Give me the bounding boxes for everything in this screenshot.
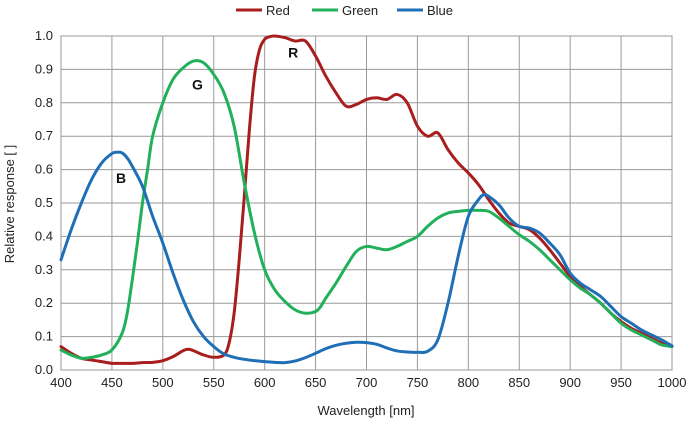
x-tick-label: 550 (203, 375, 225, 390)
x-tick-label: 750 (407, 375, 429, 390)
y-tick-label: 0.5 (35, 195, 53, 210)
y-axis-ticks: 0.0 0.1 0.2 0.3 0.4 0.5 0.6 0.7 0.8 0.9 1.0 (35, 28, 53, 377)
x-tick-label: 950 (610, 375, 632, 390)
y-tick-label: 0.4 (35, 228, 53, 243)
x-tick-label: 1000 (658, 375, 687, 390)
series-line-red (59, 34, 674, 365)
y-tick-label: 0.3 (35, 262, 53, 277)
x-axis-ticks: 400 450 500 550 600 650 700 750 800 850 900 950 1000 (50, 375, 686, 390)
x-tick-label: 600 (254, 375, 276, 390)
legend-label-blue: Blue (427, 3, 453, 18)
y-tick-label: 0.2 (35, 295, 53, 310)
x-tick-label: 850 (508, 375, 530, 390)
series-lines (59, 34, 674, 365)
y-tick-label: 0.1 (35, 329, 53, 344)
gridlines (60, 35, 673, 371)
y-axis-label: Relative response [ ] (2, 145, 17, 264)
annotation-b: B (116, 170, 126, 186)
x-tick-label: 650 (305, 375, 327, 390)
x-tick-label: 700 (356, 375, 378, 390)
y-tick-label: 1.0 (35, 28, 53, 43)
x-tick-label: 900 (559, 375, 581, 390)
y-tick-label: 0.7 (35, 128, 53, 143)
series-line-blue (59, 150, 674, 365)
legend: Red Green Blue (236, 3, 453, 18)
x-tick-label: 800 (457, 375, 479, 390)
y-tick-label: 0.9 (35, 61, 53, 76)
y-tick-label: 0.8 (35, 95, 53, 110)
x-tick-label: 450 (101, 375, 123, 390)
y-tick-label: 0.6 (35, 162, 53, 177)
annotation-g: G (192, 76, 203, 92)
x-tick-label: 400 (50, 375, 72, 390)
curve-annotations: R G B (116, 45, 298, 186)
series-line-green (59, 59, 674, 360)
x-axis-label: Wavelength [nm] (317, 403, 414, 418)
x-tick-label: 500 (152, 375, 174, 390)
legend-label-green: Green (342, 3, 378, 18)
annotation-r: R (288, 45, 298, 61)
y-tick-label: 0.0 (35, 362, 53, 377)
legend-label-red: Red (266, 3, 290, 18)
